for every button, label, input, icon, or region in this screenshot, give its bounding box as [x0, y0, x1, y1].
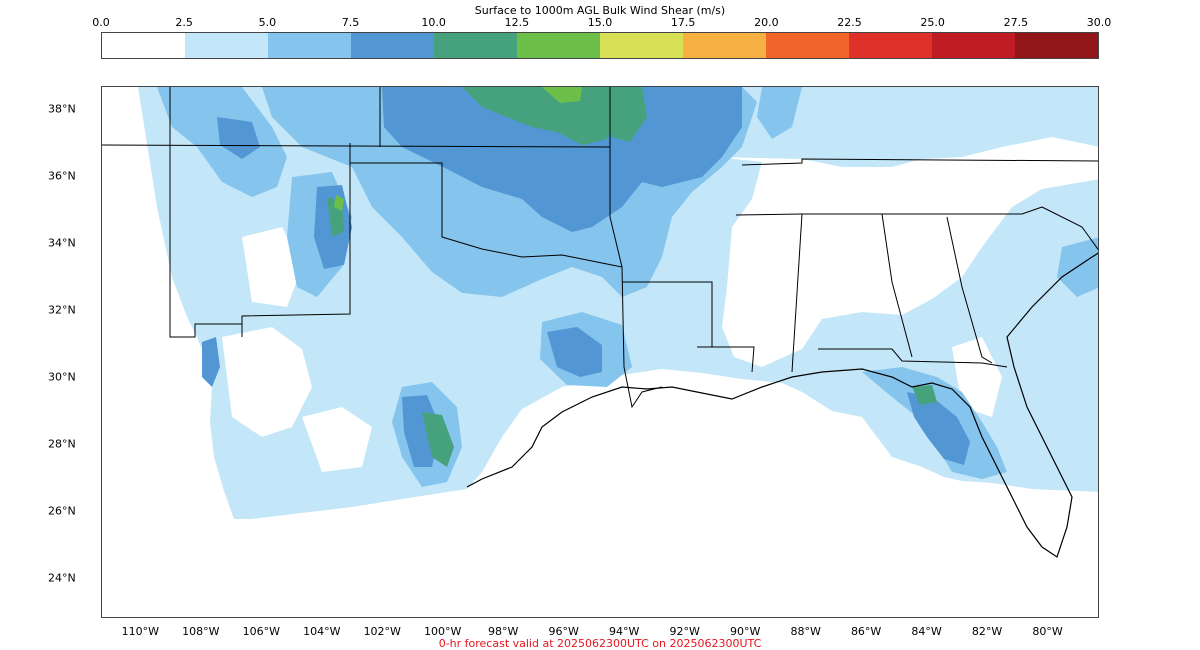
shear-7.5-10-region — [382, 87, 742, 232]
coastline — [466, 252, 1098, 558]
longitude-label: 106°W — [242, 625, 280, 638]
low-shear-gap — [102, 147, 202, 351]
colorbar-tick-label: 10.0 — [421, 16, 446, 29]
shear-12.5-15-region — [334, 195, 344, 211]
state-border-line — [622, 281, 713, 347]
colorbar-swatch — [434, 33, 517, 58]
longitude-label: 108°W — [182, 625, 220, 638]
shear-7.5-10-region — [907, 392, 970, 465]
colorbar-tick-label: 12.5 — [504, 16, 530, 29]
latitude-label: 24°N — [48, 571, 76, 585]
state-border-line — [791, 213, 803, 373]
colorbar-tick-label: 2.5 — [175, 16, 193, 29]
latitude-label: 38°N — [48, 102, 76, 116]
latitude-label: 36°N — [48, 169, 76, 183]
state-border-line — [741, 158, 1098, 166]
shear-10-12.5-region — [912, 385, 937, 405]
longitude-label: 92°W — [669, 625, 700, 638]
colorbar-title: Surface to 1000m AGL Bulk Wind Shear (m/… — [474, 4, 726, 17]
state-border-line — [241, 143, 351, 337]
low-shear-gap — [222, 327, 312, 437]
longitude-label: 110°W — [121, 625, 159, 638]
shear-5-7.5-region — [757, 87, 802, 139]
longitude-label: 104°W — [303, 625, 341, 638]
colorbar-swatch — [1015, 33, 1098, 58]
low-shear-gap — [242, 227, 302, 307]
longitude-label: 98°W — [488, 625, 519, 638]
longitude-label: 82°W — [971, 625, 1003, 638]
longitude-label: 90°W — [729, 625, 761, 638]
state-border-line — [946, 216, 993, 364]
latitude-label: 28°N — [48, 437, 76, 451]
forecast-valid-text: 0-hr forecast valid at 2025062300UTC on … — [438, 637, 762, 650]
colorbar-tick-label: 27.5 — [1003, 16, 1029, 29]
shear-10-12.5-region — [462, 87, 622, 145]
colorbar-tick-label: 7.5 — [341, 16, 360, 29]
colorbar-swatch — [351, 33, 434, 58]
state-border-line — [350, 162, 663, 409]
shear-10-12.5-region — [422, 412, 454, 467]
shear-7.5-10-region — [202, 337, 220, 387]
latitude-label: 30°N — [48, 370, 76, 384]
longitude-label: 86°W — [850, 625, 882, 638]
colorbar-tick-label: 17.5 — [670, 16, 696, 29]
longitude-label: 102°W — [363, 625, 401, 638]
state-border-line — [609, 147, 623, 268]
longitude-label: 100°W — [424, 625, 462, 638]
shear-12.5-15-region — [542, 87, 582, 103]
state-border-line — [818, 348, 983, 364]
state-border-line — [1041, 206, 1098, 251]
colorbar-swatch — [517, 33, 600, 58]
latitude-label: 34°N — [48, 236, 76, 250]
colorbar-swatch — [185, 33, 268, 58]
longitude-label: 96°W — [548, 625, 579, 638]
colorbar-tick-label: 22.5 — [837, 16, 862, 29]
colorbar-tick-label: 25.0 — [920, 16, 945, 29]
state-border-line — [697, 346, 755, 373]
colorbar-tick-label: 15.0 — [587, 16, 613, 29]
colorbar-swatch — [268, 33, 351, 58]
state-border-line — [981, 362, 1008, 368]
low-shear-gap — [302, 407, 372, 472]
colorbar-tick-label: 5.0 — [258, 16, 277, 29]
state-borders — [102, 87, 1098, 558]
colorbar-swatch — [600, 33, 683, 58]
colorbar-tick-label: 30.0 — [1086, 16, 1112, 29]
colorbar-swatch — [766, 33, 849, 58]
latitude-label: 32°N — [48, 303, 76, 317]
map-panel — [101, 86, 1099, 618]
colorbar — [101, 32, 1099, 59]
longitude-label: 94°W — [609, 625, 640, 638]
colorbar-swatch — [932, 33, 1015, 58]
low-shear-gap — [812, 187, 942, 307]
shear-7.5-10-region — [217, 117, 260, 159]
longitude-label: 84°W — [911, 625, 942, 638]
colorbar-tick-label: 20.0 — [754, 16, 779, 29]
wind-shear-map — [102, 87, 1098, 558]
wind-shear-fill — [102, 87, 1098, 519]
colorbar-tick-label: 0.0 — [92, 16, 110, 29]
colorbar-swatch — [102, 33, 185, 58]
longitude-label: 80°W — [1032, 625, 1063, 638]
shear-10-12.5-region — [602, 87, 647, 142]
colorbar-swatch — [683, 33, 766, 58]
shear-7.5-10-region — [547, 327, 602, 377]
colorbar-swatch — [849, 33, 932, 58]
state-border-line — [169, 87, 242, 338]
longitude-label: 88°W — [790, 625, 821, 638]
state-border-line — [881, 213, 913, 358]
latitude-label: 26°N — [48, 504, 76, 518]
